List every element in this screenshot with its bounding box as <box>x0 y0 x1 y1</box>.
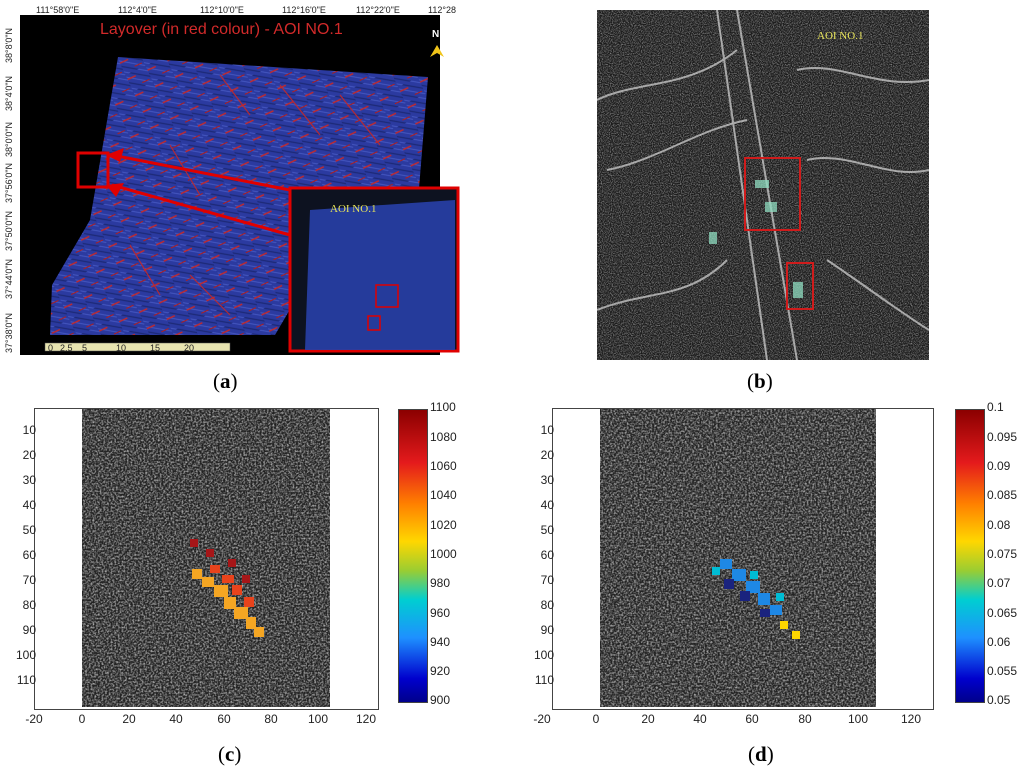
y-tick: 60 <box>22 548 36 562</box>
colorbar-tick: 0.055 <box>987 664 1018 678</box>
panel-label-a: (a) <box>213 369 238 393</box>
x-tick: 120 <box>355 712 377 726</box>
top-coord: 112°28 <box>428 5 456 15</box>
colorbar-tick: 1060 <box>430 459 457 473</box>
x-tick: 40 <box>693 712 707 726</box>
y-tick: 20 <box>540 448 554 462</box>
layover-map <box>20 15 460 355</box>
y-tick: 80 <box>22 598 36 612</box>
y-tick: 40 <box>540 498 554 512</box>
x-tick: 120 <box>900 712 922 726</box>
y-tick: 50 <box>22 523 36 537</box>
colorbar-tick: 920 <box>430 664 451 678</box>
map-title: Layover (in red colour) - AOI NO.1 <box>100 21 343 38</box>
height-map-c <box>82 409 330 707</box>
colorbar-d <box>955 409 985 703</box>
left-coord: 37°38'0"N <box>4 312 14 353</box>
colorbar-tick: 1040 <box>430 488 457 502</box>
y-tick: 100 <box>533 648 554 662</box>
x-tick: 20 <box>641 712 655 726</box>
scale-tick: 0 <box>48 343 54 353</box>
y-tick: 100 <box>15 648 36 662</box>
panel-label-b: (b) <box>747 369 773 393</box>
scale-tick: 20 <box>184 343 195 353</box>
colorbar-tick: 0.1 <box>987 400 1004 414</box>
colorbar-tick: 1020 <box>430 518 457 532</box>
colorbar-tick: 0.065 <box>987 606 1018 620</box>
x-tick: 60 <box>217 712 231 726</box>
left-coord: 37°56'0"N <box>4 162 14 203</box>
panel-label-d: (d) <box>748 742 774 766</box>
x-tick: 20 <box>122 712 136 726</box>
y-tick: 40 <box>22 498 36 512</box>
y-tick: 10 <box>540 423 554 437</box>
colorbar-tick: 0.085 <box>987 488 1018 502</box>
colorbar-tick: 1080 <box>430 430 457 444</box>
y-tick: 90 <box>540 623 554 637</box>
top-coord: 112°4'0"E <box>118 5 157 15</box>
panel-d: 10 20 30 40 50 60 70 80 90 100 110 -20 0… <box>518 400 1018 730</box>
left-coord: 37°50'0"N <box>4 210 14 251</box>
panel-label-c: (c) <box>218 742 242 766</box>
panel-b: AOI NO.1 <box>597 10 929 360</box>
left-coord: 37°44'0"N <box>4 258 14 299</box>
colorbar-tick: 980 <box>430 576 451 590</box>
x-tick: 60 <box>745 712 759 726</box>
y-tick: 10 <box>22 423 36 437</box>
top-coord: 112°16'0"E <box>282 5 326 15</box>
y-tick: 110 <box>16 673 36 687</box>
scale-tick: 5 <box>82 343 88 353</box>
top-coord: 112°22'0"E <box>356 5 400 15</box>
sar-image <box>597 10 929 360</box>
x-tick: 100 <box>307 712 329 726</box>
colorbar-tick: 0.095 <box>987 430 1018 444</box>
scale-tick: 15 <box>150 343 161 353</box>
colorbar-tick: 1100 <box>430 400 456 414</box>
colorbar-tick: 0.075 <box>987 547 1018 561</box>
north-label: N <box>432 29 440 40</box>
x-tick: 0 <box>78 712 86 726</box>
colorbar-tick: 0.09 <box>987 459 1011 473</box>
sar-aoi-label: AOI NO.1 <box>817 30 864 42</box>
y-tick: 80 <box>540 598 554 612</box>
x-tick: 40 <box>169 712 183 726</box>
x-tick: -20 <box>533 712 551 726</box>
left-coord: 38°8'0"N <box>4 27 14 63</box>
colorbar-tick: 0.08 <box>987 518 1011 532</box>
colorbar-tick: 900 <box>430 693 451 707</box>
x-tick: 80 <box>264 712 278 726</box>
x-tick: 100 <box>847 712 869 726</box>
y-tick: 60 <box>540 548 554 562</box>
y-tick: 30 <box>540 473 554 487</box>
x-tick: -20 <box>25 712 43 726</box>
y-tick: 50 <box>540 523 554 537</box>
y-tick: 70 <box>22 573 36 587</box>
y-tick: 110 <box>534 673 554 687</box>
top-coord: 111°58'0"E <box>36 5 80 15</box>
y-tick: 90 <box>22 623 36 637</box>
panel-a: Layover (in red colour) - AOI NO.1 N AOI… <box>4 5 460 355</box>
x-tick: 0 <box>592 712 600 726</box>
left-coord: 38°0'0"N <box>4 121 14 157</box>
y-tick: 30 <box>22 473 36 487</box>
colorbar-tick: 0.07 <box>987 576 1011 590</box>
colorbar-tick: 1000 <box>430 547 457 561</box>
colorbar-tick: 960 <box>430 606 451 620</box>
panel-c: 10 20 30 40 50 60 70 80 90 100 110 -20 0… <box>0 400 470 730</box>
colorbar-c <box>398 409 428 703</box>
colorbar-tick: 940 <box>430 635 451 649</box>
colorbar-tick: 0.06 <box>987 635 1011 649</box>
top-coord: 112°10'0"E <box>200 5 244 15</box>
y-tick: 70 <box>540 573 554 587</box>
velocity-map-d <box>600 409 876 707</box>
x-tick: 80 <box>798 712 812 726</box>
colorbar-tick: 0.05 <box>987 693 1011 707</box>
inset-aoi-label: AOI NO.1 <box>330 203 377 215</box>
left-coord: 38°4'0"N <box>4 75 14 111</box>
y-tick: 20 <box>22 448 36 462</box>
scale-tick: 10 <box>116 343 127 353</box>
scale-tick: 2.5 <box>60 343 73 353</box>
